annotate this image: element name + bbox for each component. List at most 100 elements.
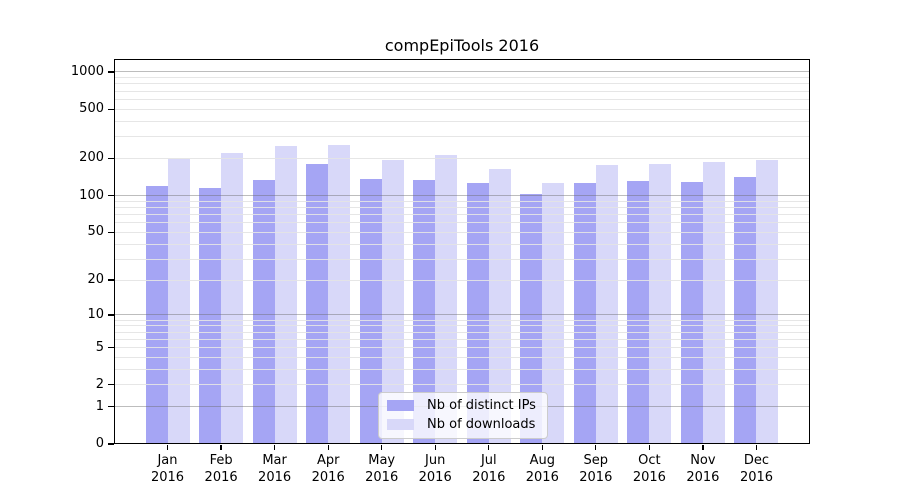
y-tick-mark-20 [108, 279, 114, 281]
gridline-minor-700 [114, 90, 810, 92]
x-tick-mark-feb [220, 445, 222, 450]
y-tick-label-1: 1 [95, 398, 104, 414]
legend-item-distinct-ips: Nb of distinct IPs [387, 398, 536, 413]
x-tick-year: 2016 [739, 470, 774, 485]
x-tick-month: Sep [583, 453, 609, 468]
bar-downloads-aug [542, 183, 565, 444]
y-tick-mark-500 [108, 108, 114, 110]
x-tick-label-oct: Oct 2016 [607, 452, 691, 486]
bar-distinct-ips-aug [520, 194, 543, 444]
x-tick-year: 2016 [632, 470, 666, 485]
gridline-minor-200 [114, 157, 810, 159]
x-tick-year: 2016 [472, 470, 506, 485]
x-tick-label-apr: Apr 2016 [286, 452, 370, 486]
x-tick-year: 2016 [418, 470, 452, 485]
x-tick-month: May [368, 453, 396, 468]
bar-downloads-may [381, 160, 404, 444]
bar-downloads-mar [274, 146, 297, 444]
plot-area [114, 59, 810, 444]
x-tick-year: 2016 [311, 470, 345, 485]
bar-distinct-ips-mar [252, 180, 275, 444]
x-tick-month: Apr [316, 453, 340, 468]
bar-distinct-ips-sep [573, 183, 596, 444]
gridline-major-1000 [114, 71, 810, 73]
x-tick-month: Feb [209, 453, 233, 468]
x-tick-label-jun: Jun 2016 [393, 452, 477, 486]
y-tick-label-500: 500 [79, 101, 104, 117]
bar-distinct-ips-feb [199, 188, 222, 444]
x-tick-mark-sep [595, 445, 597, 450]
legend-swatch-distinct-ips [387, 400, 414, 411]
legend: Nb of distinct IPs Nb of downloads [378, 392, 548, 439]
x-tick-label-sep: Sep 2016 [554, 452, 638, 486]
x-tick-label-nov: Nov 2016 [661, 452, 745, 486]
bar-distinct-ips-jun [413, 180, 436, 444]
x-tick-year: 2016 [258, 470, 292, 485]
y-tick-label-100: 100 [79, 187, 104, 203]
bar-distinct-ips-jan [145, 185, 168, 444]
y-tick-label-0: 0 [95, 436, 104, 451]
x-tick-label-jan: Jan 2016 [126, 452, 210, 486]
y-tick-mark-50 [108, 231, 114, 233]
x-tick-mark-dec [755, 445, 758, 450]
y-tick-label-50: 50 [87, 224, 104, 240]
legend-item-downloads: Nb of downloads [387, 417, 536, 432]
bar-downloads-nov [702, 161, 725, 444]
bar-downloads-feb [221, 153, 244, 444]
bar-downloads-apr [328, 145, 351, 444]
x-tick-year: 2016 [365, 470, 399, 485]
bar-distinct-ips-may [359, 178, 382, 444]
y-tick-mark-1000 [108, 71, 114, 73]
gridline-minor-400 [114, 120, 810, 122]
x-tick-month: Aug [529, 453, 555, 468]
x-tick-year: 2016 [579, 470, 613, 485]
legend-label-downloads: Nb of downloads [427, 417, 536, 432]
bar-downloads-oct [649, 164, 672, 444]
y-tick-mark-1 [108, 406, 114, 408]
bar-downloads-jul [488, 169, 511, 444]
bar-distinct-ips-dec [734, 177, 757, 444]
gridline-minor-300 [114, 136, 810, 138]
x-tick-label-jul: Jul 2016 [447, 452, 531, 486]
bar-downloads-jun [435, 154, 458, 444]
x-tick-mark-jul [488, 445, 490, 450]
x-tick-mark-mar [273, 445, 276, 450]
y-tick-label-200: 200 [79, 150, 104, 166]
x-tick-month: Jun [425, 453, 446, 468]
x-tick-label-dec: Dec 2016 [715, 452, 799, 486]
gridline-minor-600 [114, 98, 810, 100]
x-tick-year: 2016 [686, 470, 720, 485]
x-tick-mark-aug [541, 445, 543, 450]
x-tick-label-may: May 2016 [340, 452, 424, 486]
bar-distinct-ips-oct [627, 181, 650, 444]
gridline-minor-900 [114, 77, 810, 79]
gridline-minor-800 [114, 83, 810, 85]
legend-swatch-downloads [387, 419, 414, 430]
x-tick-month: Nov [690, 453, 716, 468]
gridline-minor-500 [114, 108, 810, 110]
bar-downloads-sep [595, 164, 618, 444]
legend-label-distinct-ips: Nb of distinct IPs [427, 398, 536, 413]
x-tick-year: 2016 [150, 470, 185, 485]
x-tick-mark-apr [327, 445, 329, 450]
x-tick-mark-oct [648, 445, 651, 450]
y-tick-mark-0 [108, 443, 114, 445]
y-tick-label-2: 2 [95, 376, 104, 392]
y-tick-mark-5 [108, 346, 114, 349]
bar-distinct-ips-apr [306, 164, 329, 444]
y-tick-label-10: 10 [87, 306, 104, 322]
x-tick-month: Jul [480, 453, 497, 468]
y-tick-mark-10 [108, 314, 114, 316]
x-tick-mark-nov [702, 445, 704, 450]
chart-title: compEpiTools 2016 [384, 36, 540, 55]
bar-distinct-ips-nov [680, 181, 703, 444]
x-tick-year: 2016 [204, 470, 238, 485]
y-tick-label-5: 5 [95, 339, 104, 355]
x-tick-month: Dec [743, 453, 770, 468]
x-tick-label-feb: Feb 2016 [179, 452, 263, 486]
y-tick-mark-100 [108, 194, 114, 197]
x-tick-label-aug: Aug 2016 [500, 452, 584, 486]
x-tick-year: 2016 [525, 470, 559, 485]
x-tick-label-mar: Mar 2016 [233, 452, 317, 486]
